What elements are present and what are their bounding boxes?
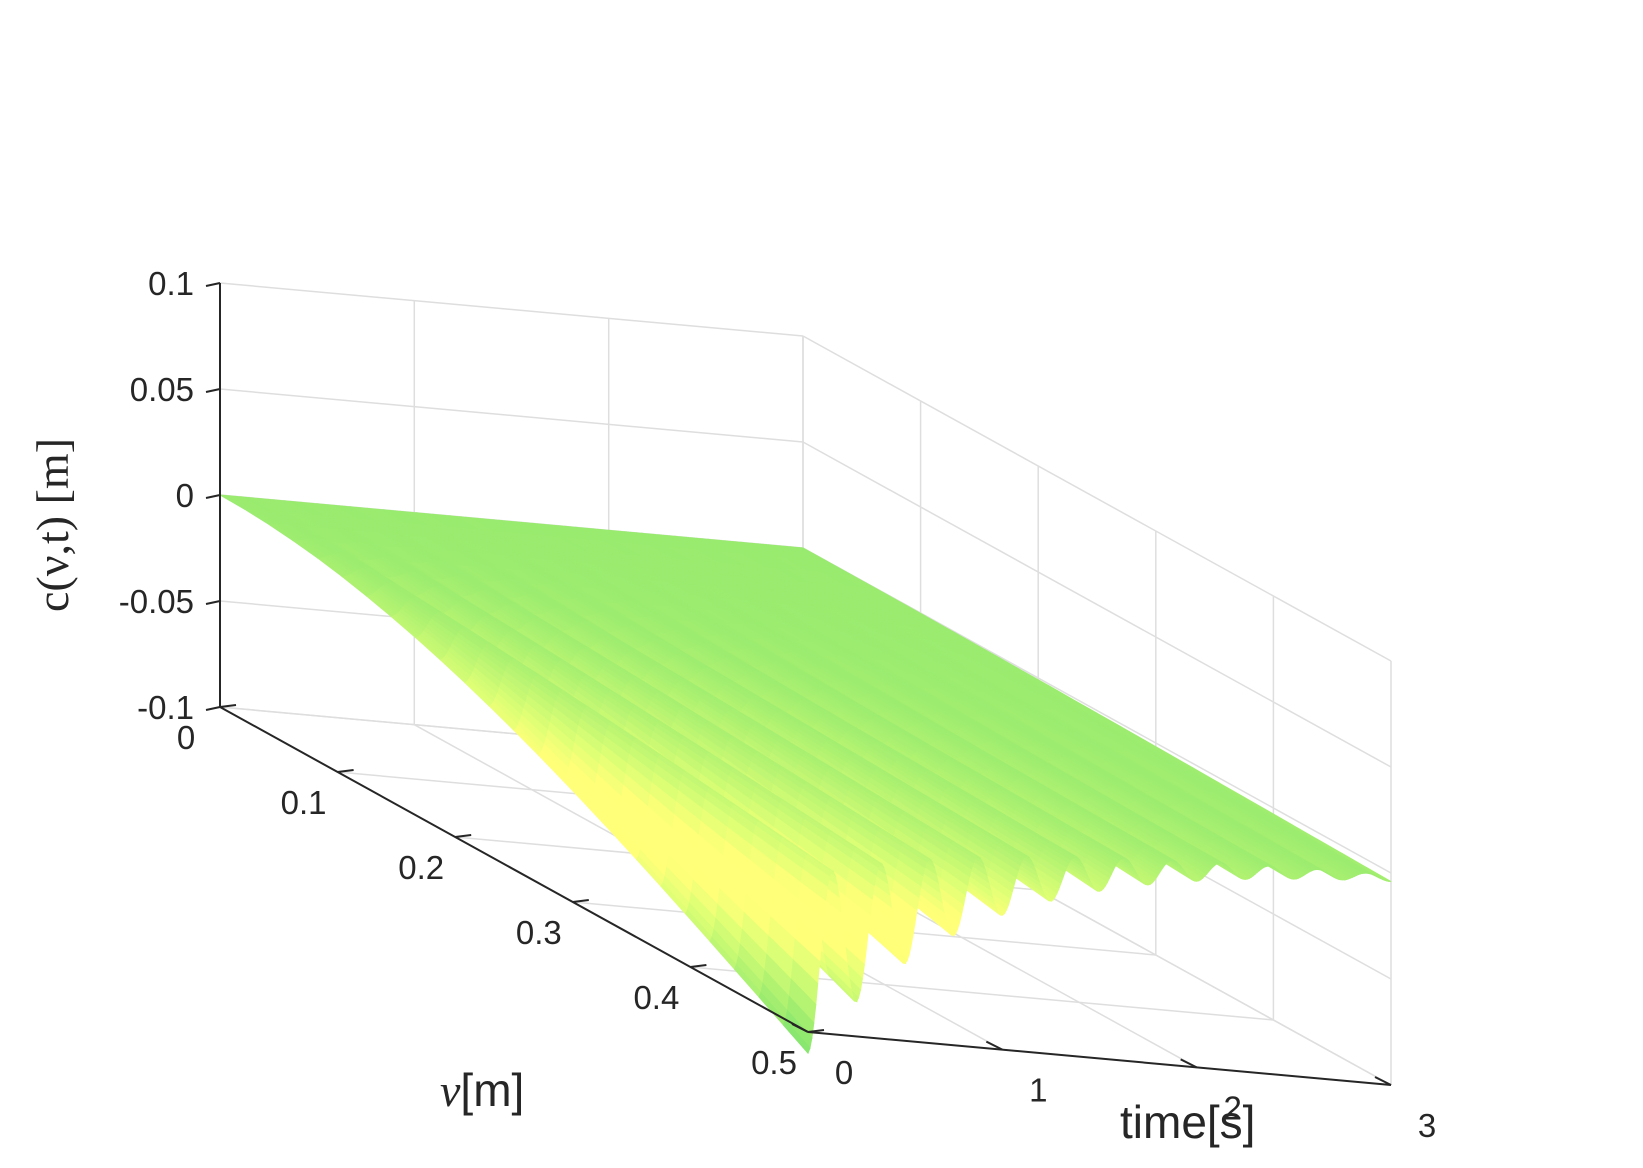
surface-layer: [219, 494, 1392, 1055]
wall-gridline: [219, 282, 804, 337]
wall-gridline: [802, 441, 1392, 768]
wall-gridline: [219, 388, 804, 443]
wall-gridline: [802, 335, 1392, 662]
